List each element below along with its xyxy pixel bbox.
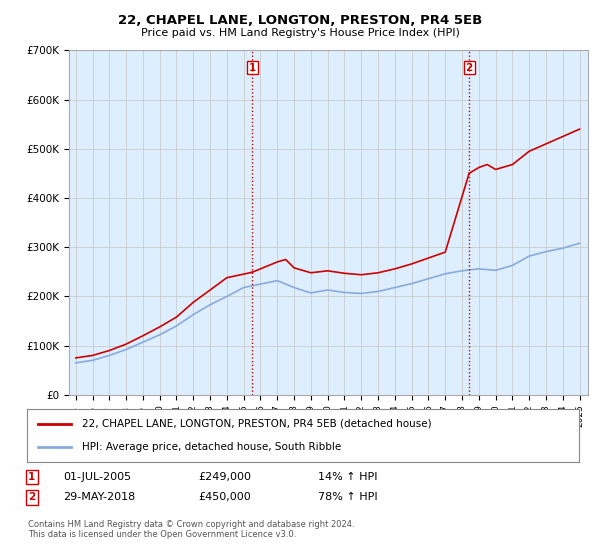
Text: 1: 1 xyxy=(248,63,256,73)
Text: 22, CHAPEL LANE, LONGTON, PRESTON, PR4 5EB (detached house): 22, CHAPEL LANE, LONGTON, PRESTON, PR4 5… xyxy=(82,419,432,429)
Text: HPI: Average price, detached house, South Ribble: HPI: Average price, detached house, Sout… xyxy=(82,442,341,452)
Text: 78% ↑ HPI: 78% ↑ HPI xyxy=(318,492,377,502)
Text: 2: 2 xyxy=(466,63,473,73)
Text: Price paid vs. HM Land Registry's House Price Index (HPI): Price paid vs. HM Land Registry's House … xyxy=(140,28,460,38)
Text: Contains HM Land Registry data © Crown copyright and database right 2024.
This d: Contains HM Land Registry data © Crown c… xyxy=(28,520,355,539)
Text: 14% ↑ HPI: 14% ↑ HPI xyxy=(318,472,377,482)
Text: £249,000: £249,000 xyxy=(198,472,251,482)
Text: 1: 1 xyxy=(28,472,35,482)
Text: 29-MAY-2018: 29-MAY-2018 xyxy=(63,492,135,502)
Text: 22, CHAPEL LANE, LONGTON, PRESTON, PR4 5EB: 22, CHAPEL LANE, LONGTON, PRESTON, PR4 5… xyxy=(118,14,482,27)
Text: 01-JUL-2005: 01-JUL-2005 xyxy=(63,472,131,482)
Text: £450,000: £450,000 xyxy=(198,492,251,502)
Text: 2: 2 xyxy=(28,492,35,502)
